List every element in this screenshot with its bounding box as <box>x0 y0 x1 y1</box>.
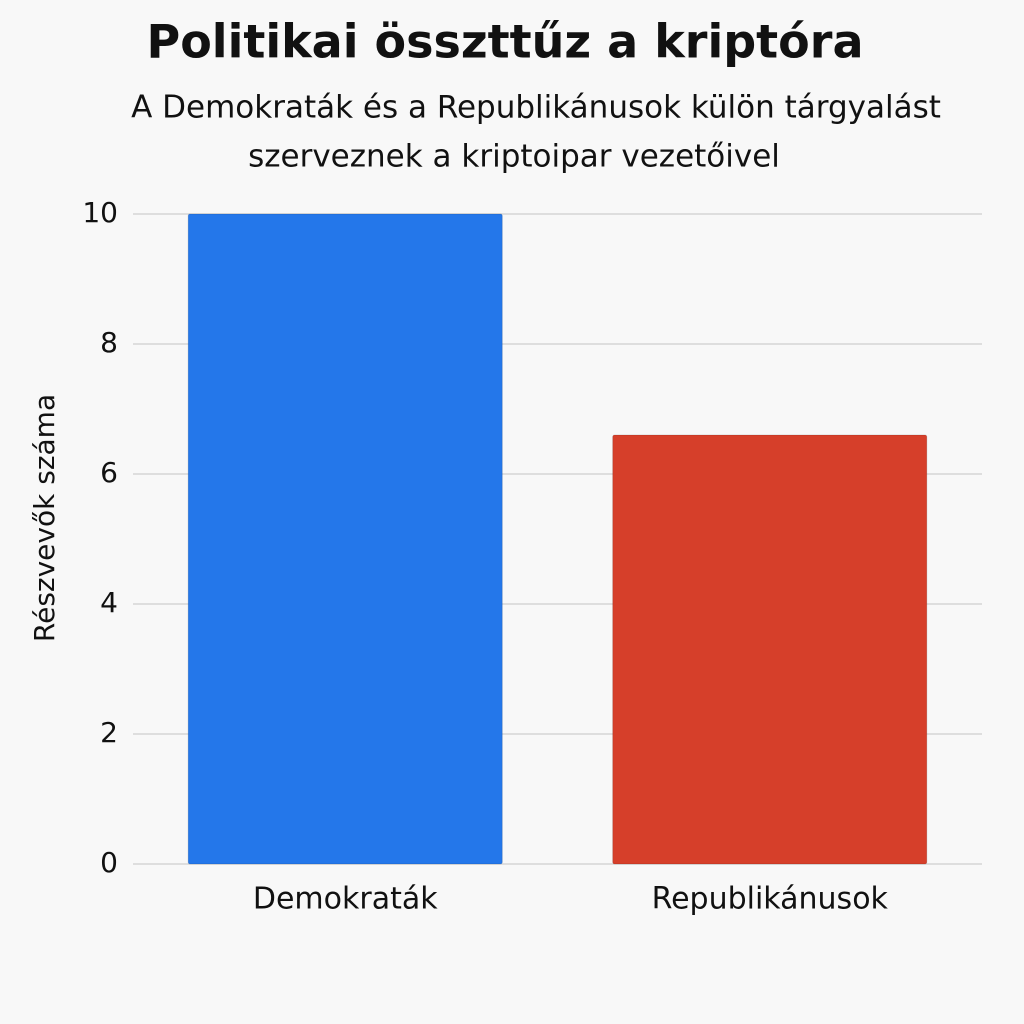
x-tick-label: Demokraták <box>253 882 438 917</box>
chart-title: Politikai összttűz a kriptóra <box>146 15 863 69</box>
y-tick-label: 0 <box>100 846 118 879</box>
chart-subtitle: szerveznek a kriptoipar vezetőivel <box>248 139 780 175</box>
bar <box>187 213 503 865</box>
x-tick-label: Republikánusok <box>652 882 889 917</box>
y-tick-label: 2 <box>100 716 118 749</box>
y-axis-label: Részvevők száma <box>28 394 61 642</box>
bar <box>612 434 928 865</box>
y-tick-label: 8 <box>100 326 118 359</box>
chart-subtitle: A Demokraták és a Republikánusok külön t… <box>131 90 941 126</box>
y-tick-label: 6 <box>100 456 118 489</box>
y-tick-label: 4 <box>100 586 118 619</box>
y-tick-label: 10 <box>82 196 118 229</box>
